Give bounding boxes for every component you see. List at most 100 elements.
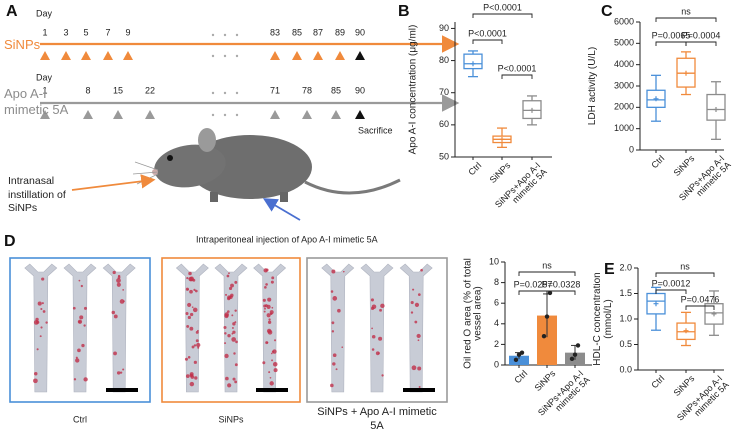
significance-label: P<0.0001 bbox=[483, 2, 522, 12]
image-label: SiNPs bbox=[218, 414, 244, 424]
plaque-spot bbox=[77, 348, 81, 353]
day-number: 1 bbox=[42, 27, 47, 37]
plaque-spot bbox=[268, 371, 271, 374]
y-axis-label-box: Oil red O area (% of total vessel area) bbox=[463, 258, 484, 369]
panel-letter: C bbox=[601, 3, 613, 20]
dose-marker bbox=[103, 51, 113, 60]
dose-marker bbox=[335, 51, 345, 60]
plaque-spot bbox=[410, 311, 414, 314]
significance-label: P=0.0065 bbox=[652, 30, 691, 40]
ellipsis-dot bbox=[223, 33, 227, 37]
significance-label: ns bbox=[542, 260, 552, 270]
significance-label: P=0.0476 bbox=[681, 294, 720, 304]
plaque-spot bbox=[232, 377, 236, 381]
mean-marker bbox=[529, 107, 535, 113]
plaque-spot bbox=[116, 282, 121, 287]
plaque-spot bbox=[185, 374, 190, 378]
ellipsis-dot bbox=[223, 91, 227, 95]
plaque-spot bbox=[33, 371, 38, 376]
dose-marker bbox=[302, 110, 312, 119]
plaque-spot bbox=[265, 268, 269, 272]
ellipsis-dot bbox=[235, 54, 239, 58]
significance-label: P=0.0004 bbox=[682, 30, 721, 40]
day-number: 7 bbox=[105, 27, 110, 37]
plaque-spot bbox=[191, 306, 194, 308]
plaque-spot bbox=[330, 383, 334, 388]
dose-marker bbox=[113, 110, 123, 119]
annotation: Intraperitoneal injection of Apo A-I mim… bbox=[196, 234, 378, 244]
y-tick-label: 70 bbox=[439, 87, 449, 97]
plaque-spot bbox=[331, 269, 336, 274]
panel-letter: A bbox=[6, 3, 18, 20]
plaque-spot bbox=[227, 297, 231, 301]
plaque-spot bbox=[270, 280, 274, 284]
plaque-spot bbox=[83, 324, 86, 327]
image-label: Ctrl bbox=[73, 414, 87, 424]
plaque-spot bbox=[112, 270, 116, 275]
plaque-spot bbox=[234, 309, 237, 312]
y-tick-label: 0 bbox=[494, 359, 499, 369]
vessel bbox=[360, 263, 394, 393]
y-tick-label: 3000 bbox=[614, 80, 634, 90]
ellipsis-dot bbox=[235, 91, 239, 95]
y-tick-label: 6 bbox=[494, 298, 499, 308]
plaque-spot bbox=[116, 278, 121, 283]
dose-marker bbox=[355, 51, 365, 60]
plaque-spot bbox=[116, 371, 121, 375]
mean-marker bbox=[711, 311, 717, 317]
data-point bbox=[541, 333, 547, 339]
day-number: 90 bbox=[355, 85, 365, 95]
y-axis-label-box: LDH activity (U/L) bbox=[588, 47, 598, 125]
bar bbox=[509, 355, 529, 365]
plaque-spot bbox=[186, 324, 190, 328]
significance-bracket bbox=[472, 13, 533, 18]
plaque-spot bbox=[375, 351, 380, 356]
plaque-spot bbox=[330, 290, 334, 293]
plaque-spot bbox=[234, 280, 238, 284]
day-number: 1 bbox=[42, 85, 47, 95]
plaque-spot bbox=[223, 325, 227, 330]
group-label-box: Apo A-I mimetic 5A bbox=[4, 86, 68, 117]
plaque-spot bbox=[234, 380, 238, 384]
significance-bracket bbox=[685, 41, 717, 46]
plaque-spot bbox=[41, 277, 45, 281]
data-point bbox=[513, 357, 519, 363]
plaque-spot bbox=[231, 337, 237, 342]
plaque-spot bbox=[113, 351, 117, 356]
plaque-spot bbox=[269, 381, 274, 386]
day-number: 3 bbox=[63, 27, 68, 37]
significance-bracket bbox=[655, 41, 687, 46]
plaque-spot bbox=[233, 352, 236, 355]
panel-letter: E bbox=[604, 261, 615, 278]
ellipsis-dot bbox=[211, 54, 215, 58]
plaque-spot bbox=[273, 368, 278, 373]
plaque-spot bbox=[331, 330, 335, 333]
significance-label: P<0.0001 bbox=[498, 63, 537, 73]
plaque-spot bbox=[417, 366, 422, 371]
day-number: 87 bbox=[313, 27, 323, 37]
mean-marker bbox=[653, 301, 659, 307]
plaque-spot bbox=[188, 271, 192, 276]
plaque-spot bbox=[225, 376, 229, 381]
dose-marker bbox=[40, 110, 50, 119]
mean-marker bbox=[499, 136, 505, 142]
plaque-spot bbox=[420, 268, 423, 272]
y-tick-label: 1000 bbox=[614, 123, 634, 133]
plaque-spot bbox=[193, 360, 197, 364]
plaque-spot bbox=[337, 308, 341, 313]
image-label-box: SiNPs + Apo A-I mimetic 5A bbox=[317, 406, 437, 432]
plaque-spot bbox=[189, 373, 194, 378]
ellipsis-dot bbox=[235, 33, 239, 37]
plaque-spot bbox=[231, 314, 234, 317]
vessel bbox=[321, 263, 355, 393]
plaque-spot bbox=[380, 303, 385, 309]
mean-marker bbox=[470, 61, 476, 67]
plaque-spot bbox=[264, 304, 268, 307]
plaque-spot bbox=[230, 283, 234, 288]
day-number: 5 bbox=[83, 27, 88, 37]
mean-marker bbox=[713, 106, 719, 112]
plaque-spot bbox=[83, 377, 88, 382]
scale-bar bbox=[106, 388, 138, 392]
plaque-spot bbox=[265, 283, 268, 286]
plaque-spot bbox=[342, 270, 345, 273]
